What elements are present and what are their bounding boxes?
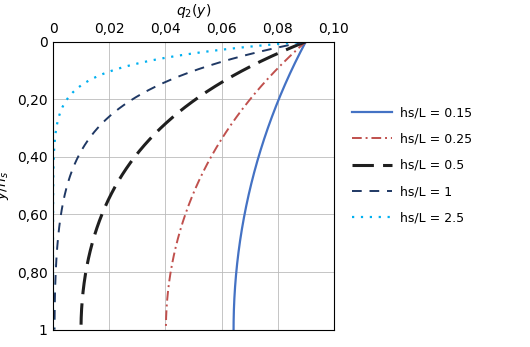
hs/L = 0.15 xyxy=(255,156,261,160)
hs/L = 0.5 xyxy=(238,69,245,73)
hs/L = 0.5 xyxy=(90,237,96,242)
hs/L = 0.15 xyxy=(303,40,309,44)
hs/L = 0.5 xyxy=(84,264,90,268)
hs/L = 2.5 xyxy=(50,237,56,242)
hs/L = 2.5 xyxy=(50,264,56,268)
hs/L = 2.5 xyxy=(50,156,57,160)
hs/L = 1 xyxy=(69,167,76,171)
hs/L = 1 xyxy=(303,40,309,44)
Line: hs/L = 0.15: hs/L = 0.15 xyxy=(234,42,306,330)
hs/L = 2.5 xyxy=(108,69,114,73)
hs/L = 2.5 xyxy=(50,269,56,273)
hs/L = 2.5 xyxy=(50,167,57,171)
hs/L = 0.25 xyxy=(202,167,208,171)
hs/L = 0.5 xyxy=(123,167,129,171)
hs/L = 0.15 xyxy=(233,269,240,273)
Line: hs/L = 1: hs/L = 1 xyxy=(55,42,306,330)
Legend: hs/L = 0.15, hs/L = 0.25, hs/L = 0.5, hs/L = 1, hs/L = 2.5: hs/L = 0.15, hs/L = 0.25, hs/L = 0.5, hs… xyxy=(349,103,476,228)
hs/L = 0.15 xyxy=(237,237,243,242)
hs/L = 0.25 xyxy=(167,269,174,273)
hs/L = 0.15 xyxy=(288,69,294,73)
hs/L = 2.5 xyxy=(303,40,309,44)
hs/L = 0.5 xyxy=(83,269,89,273)
Line: hs/L = 0.5: hs/L = 0.5 xyxy=(81,42,306,330)
hs/L = 0.25 xyxy=(207,156,214,160)
Y-axis label: $y/h_s$: $y/h_s$ xyxy=(0,171,11,200)
hs/L = 0.5 xyxy=(303,40,309,44)
hs/L = 0.15 xyxy=(234,264,240,268)
X-axis label: $q_2(y)$: $q_2(y)$ xyxy=(176,2,211,20)
hs/L = 1 xyxy=(52,269,59,273)
hs/L = 1 xyxy=(53,264,59,268)
Line: hs/L = 2.5: hs/L = 2.5 xyxy=(53,42,306,330)
hs/L = 0.25 xyxy=(163,328,169,332)
hs/L = 0.15 xyxy=(252,167,259,171)
hs/L = 0.25 xyxy=(272,69,278,73)
hs/L = 0.15 xyxy=(231,328,237,332)
hs/L = 1 xyxy=(51,328,58,332)
hs/L = 2.5 xyxy=(50,328,56,332)
hs/L = 0.25 xyxy=(174,237,181,242)
hs/L = 1 xyxy=(74,156,81,160)
Line: hs/L = 0.25: hs/L = 0.25 xyxy=(166,42,306,330)
hs/L = 0.25 xyxy=(303,40,309,44)
hs/L = 1 xyxy=(190,69,196,73)
hs/L = 0.5 xyxy=(78,328,84,332)
hs/L = 0.5 xyxy=(130,156,137,160)
hs/L = 1 xyxy=(55,237,61,242)
hs/L = 0.25 xyxy=(169,264,175,268)
